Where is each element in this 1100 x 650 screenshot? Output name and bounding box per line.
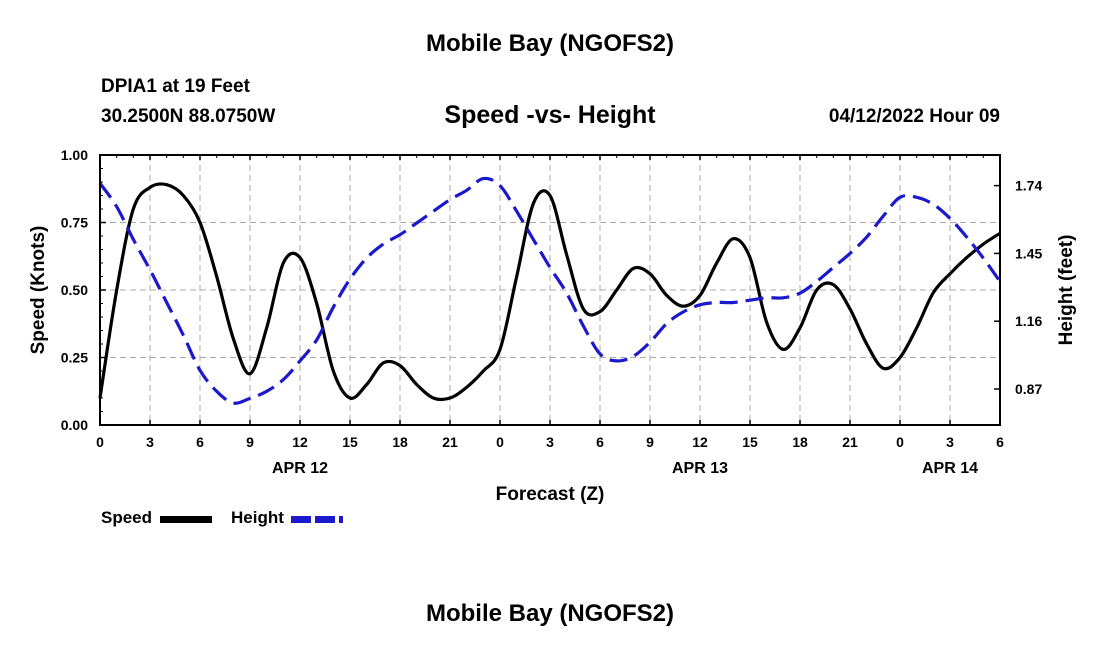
x-tick-label: 9	[646, 434, 654, 450]
x-tick-label: 9	[246, 434, 254, 450]
x-axis-title: Forecast (Z)	[496, 484, 605, 505]
date-label: APR 14	[922, 460, 978, 477]
x-tick-label: 21	[842, 434, 858, 450]
x-tick-label: 6	[196, 434, 204, 450]
x-tick-label: 18	[792, 434, 808, 450]
legend-height-swatch	[291, 516, 343, 523]
footer-title: Mobile Bay (NGOFS2)	[425, 600, 675, 627]
x-tick-label: 12	[292, 434, 308, 450]
date-label: APR 13	[672, 460, 728, 477]
forecast-timestamp: 04/12/2022 Hour 09	[828, 106, 1000, 127]
x-tick-label: 6	[596, 434, 604, 450]
x-tick-label: 6	[996, 434, 1004, 450]
station-label: DPIA1 at 19 Feet	[101, 76, 250, 97]
page-title: Mobile Bay (NGOFS2)	[425, 30, 675, 57]
x-tick-label: 15	[742, 434, 758, 450]
x-tick-label: 0	[96, 434, 104, 450]
x-tick-label: 21	[442, 434, 458, 450]
grid-lines	[100, 155, 1000, 425]
y-axis-title: Speed (Knots)	[28, 226, 49, 355]
series-lines	[98, 176, 1002, 405]
y-tick-label: 0.25	[61, 350, 88, 366]
y-tick-label: 0.00	[61, 417, 88, 433]
y2-tick-label: 0.87	[1015, 381, 1042, 397]
legend-speed-swatch	[160, 516, 212, 523]
station-coordinates: 30.2500N 88.0750W	[101, 106, 276, 127]
y2-tick-label: 1.45	[1015, 245, 1042, 261]
date-label: APR 12	[272, 460, 328, 477]
chart-title: Speed -vs- Height	[444, 101, 656, 129]
x-tick-label: 3	[946, 434, 954, 450]
legend-height-label: Height	[231, 508, 284, 527]
y2-tick-label: 1.74	[1015, 178, 1042, 194]
axis-ticks: 0 3 6 9 12 15 18 21 0 3 6 9 12 15 18 21 0 3 6 APR 12 APR 13 A…	[61, 147, 1043, 477]
y-tick-label: 1.00	[61, 147, 88, 163]
series-line-speed	[98, 182, 1001, 402]
x-tick-label: 15	[342, 434, 358, 450]
x-tick-label: 12	[692, 434, 708, 450]
x-tick-label: 18	[392, 434, 408, 450]
x-tick-label: 3	[146, 434, 154, 450]
y-tick-label: 0.50	[61, 282, 88, 298]
x-tick-label: 0	[496, 434, 504, 450]
y-tick-label: 0.75	[61, 215, 88, 231]
y2-tick-label: 1.16	[1015, 313, 1042, 329]
y2-axis-title: Height (feet)	[1056, 235, 1077, 346]
x-tick-label: 0	[896, 434, 904, 450]
legend-speed-label: Speed	[101, 508, 153, 527]
series-line-height	[98, 176, 1002, 405]
x-tick-label: 3	[546, 434, 554, 450]
